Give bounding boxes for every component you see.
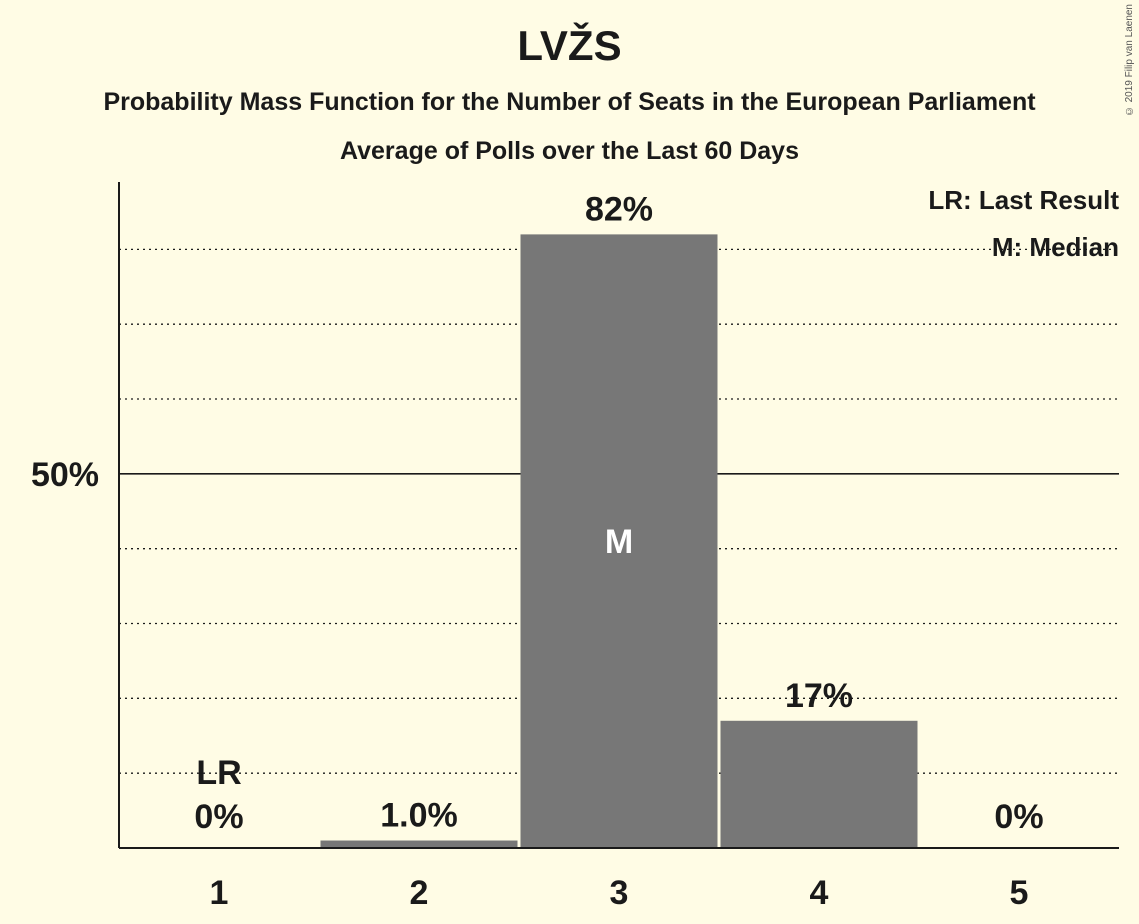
data-label: 17% <box>785 677 853 715</box>
chart-subtitle: Probability Mass Function for the Number… <box>103 88 1036 116</box>
data-label: 0% <box>994 798 1043 836</box>
x-tick-label: 1 <box>210 874 229 912</box>
x-tick-label: 2 <box>410 874 429 912</box>
x-tick-label: 3 <box>610 874 629 912</box>
bar <box>520 234 718 848</box>
data-label: 1.0% <box>380 797 458 835</box>
chart-title: LVŽS <box>517 22 622 69</box>
x-tick-label: 4 <box>810 874 829 912</box>
legend-last-result: LR: Last Result <box>928 185 1119 215</box>
x-tick-label: 5 <box>1010 874 1029 912</box>
last-result-marker: LR <box>196 754 241 792</box>
data-label: 0% <box>194 798 243 836</box>
median-marker: M <box>605 523 633 561</box>
y-tick-label: 50% <box>31 456 99 494</box>
data-label: 82% <box>585 190 653 228</box>
bar <box>720 720 918 848</box>
bar <box>320 840 518 848</box>
chart-subtitle-secondary: Average of Polls over the Last 60 Days <box>340 137 799 165</box>
legend-median: M: Median <box>991 232 1119 262</box>
